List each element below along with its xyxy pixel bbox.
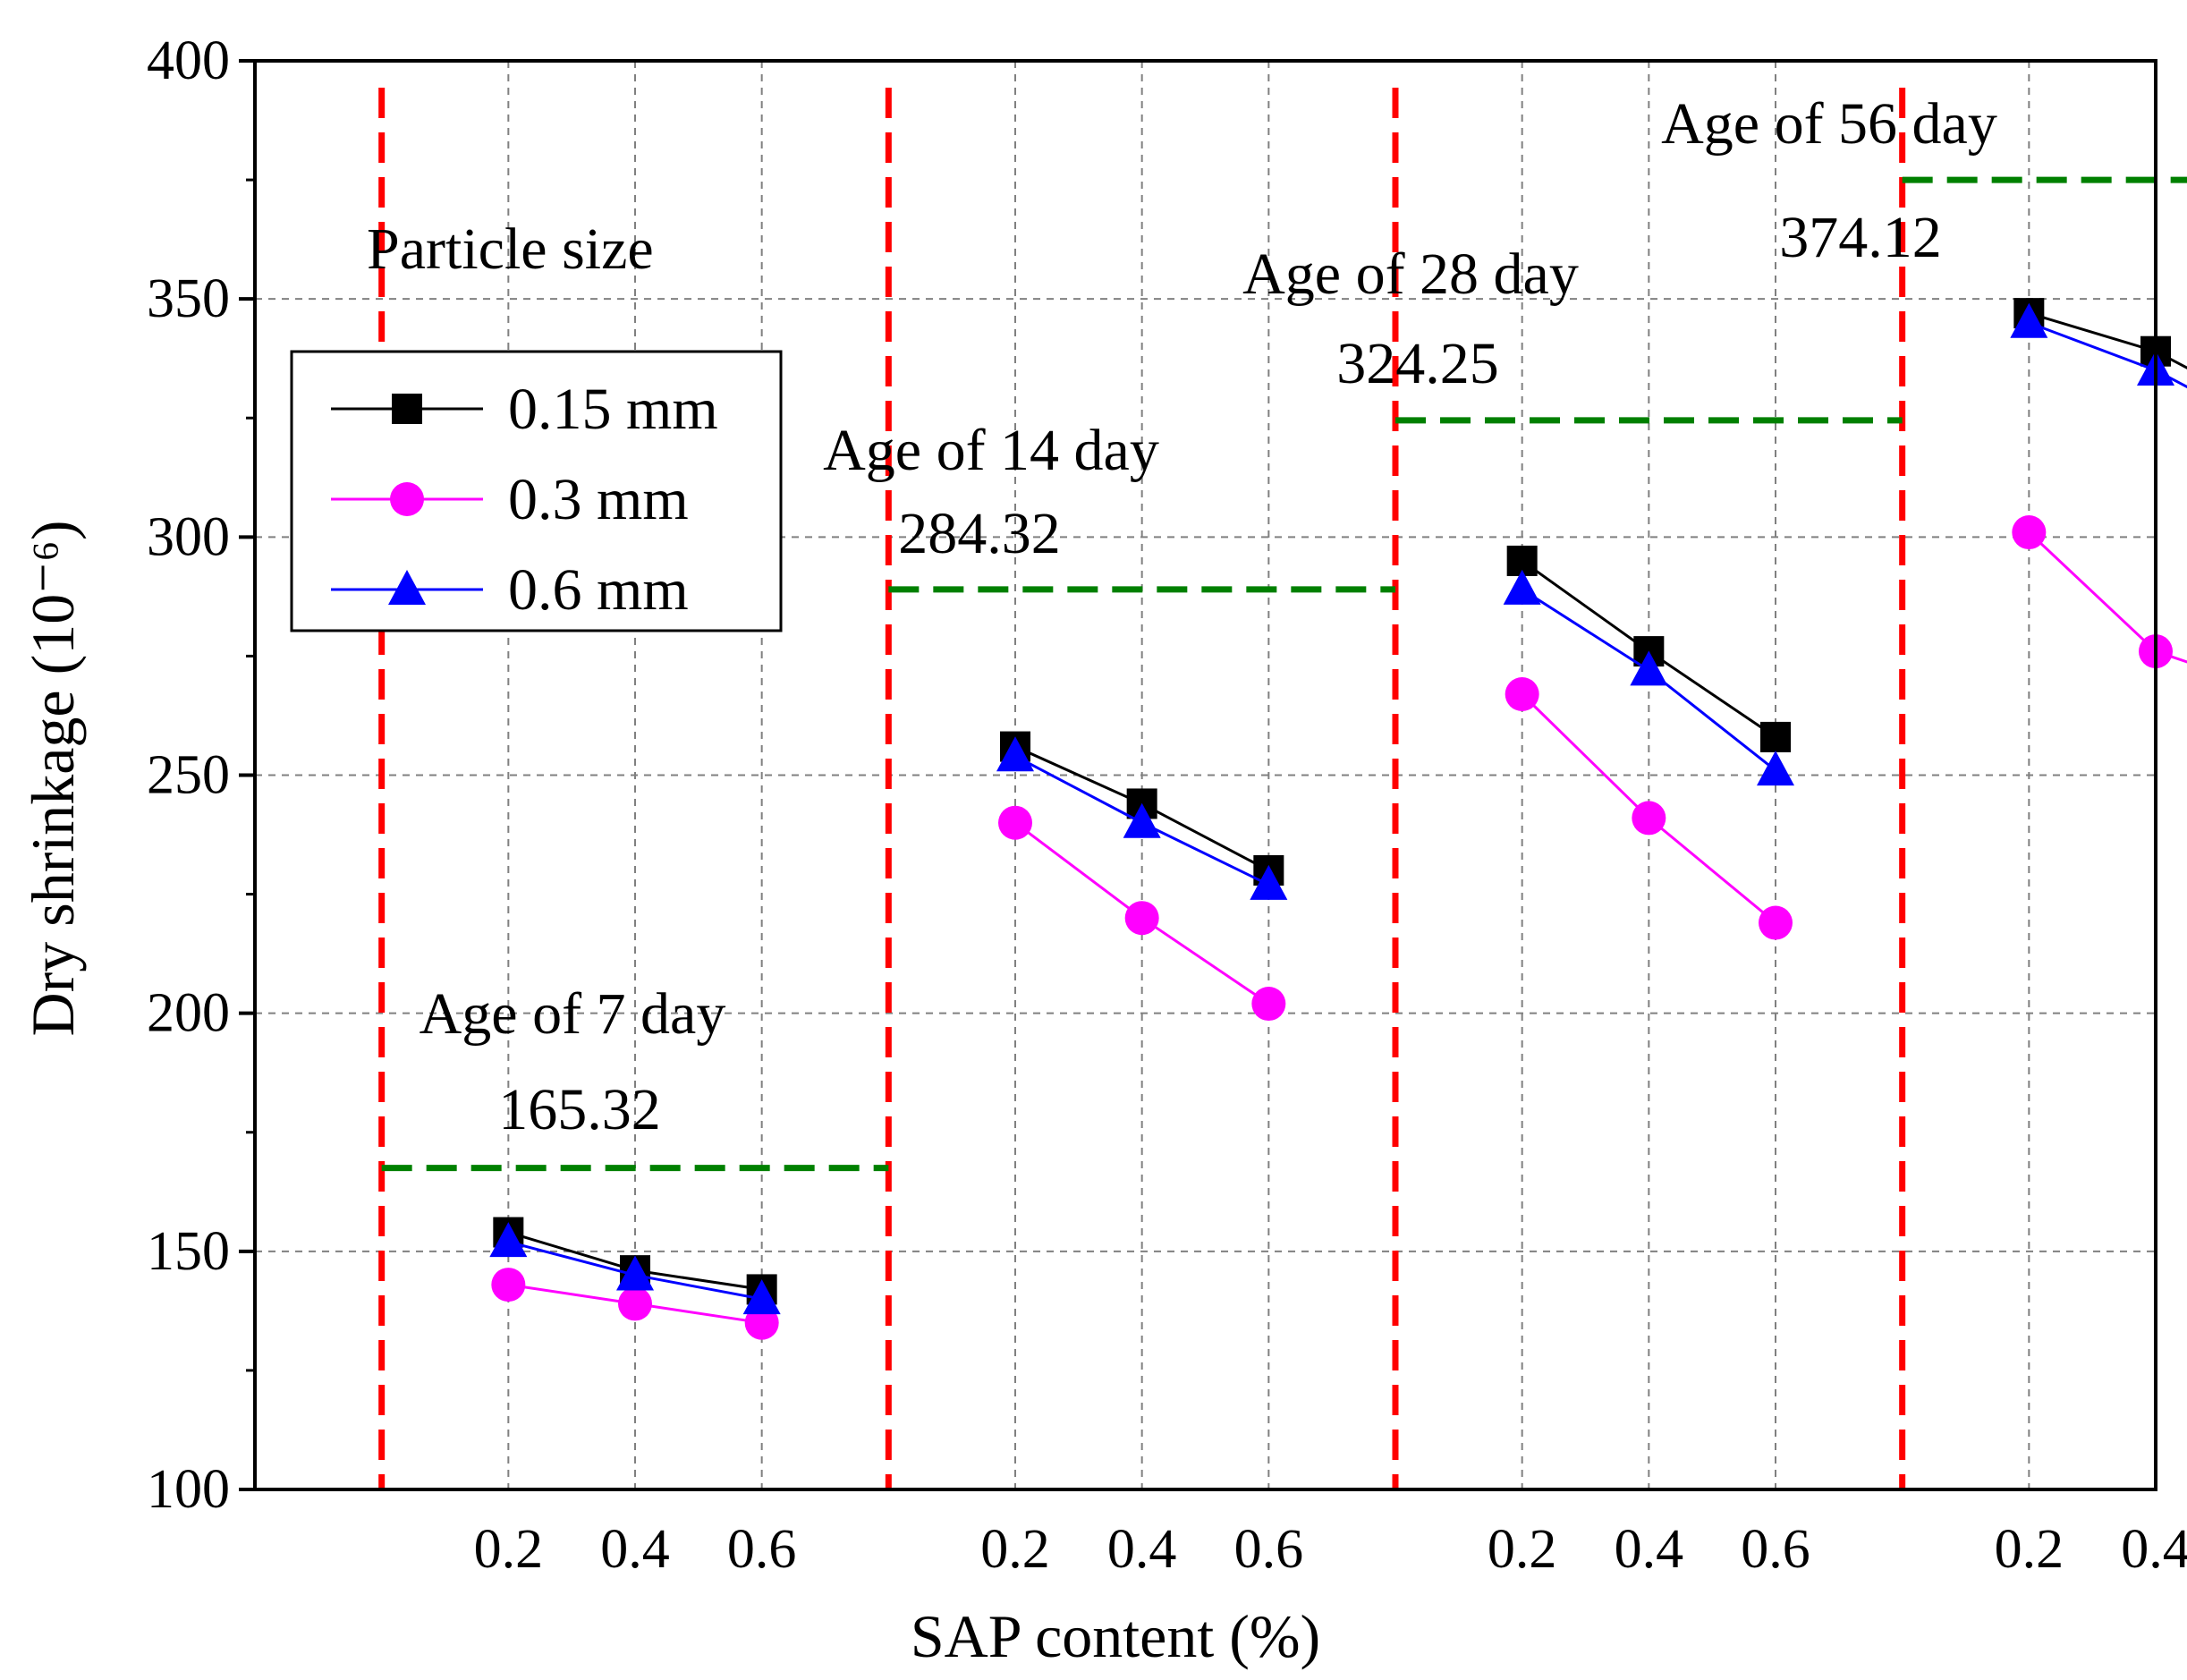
series-0.6-mm [489, 302, 2187, 1315]
marker-square [392, 394, 422, 424]
marker-triangle [388, 570, 426, 605]
marker-triangle [489, 1222, 528, 1258]
legend-label: 0.6 mm [508, 557, 689, 623]
marker-circle [2012, 515, 2047, 550]
x-tick-label: 0.2 [474, 1519, 544, 1580]
marker-triangle [1503, 569, 1541, 605]
y-tick-label: 350 [147, 268, 230, 329]
legend-item: 0.6 mm [331, 557, 689, 623]
series [489, 298, 2187, 1340]
x-tick-label: 0.2 [1488, 1519, 1557, 1580]
y-tick-label: 200 [147, 983, 230, 1044]
axes: 100 150 200 250 300 350 400 0.2 0.4 0.6 0.2 0.4 0.6 0… [147, 30, 2187, 1580]
marker-circle [390, 482, 424, 516]
marker-triangle [1757, 751, 1794, 786]
marker-circle [618, 1286, 652, 1321]
series-0.3-mm [491, 515, 2187, 1340]
group-label: Age of 7 day [420, 981, 726, 1047]
marker-circle [744, 1305, 779, 1340]
marker-circle [1124, 901, 1159, 936]
marker-circle [1759, 905, 1793, 940]
y-tick-label: 250 [147, 745, 230, 806]
grid [255, 61, 2157, 1489]
legend-label: 0.15 mm [508, 377, 718, 442]
x-axis-title: SAP content (%) [911, 1602, 1320, 1670]
marker-triangle [2010, 302, 2048, 338]
reference-value-label: 324.25 [1336, 331, 1499, 396]
y-tick-label: 150 [147, 1221, 230, 1282]
marker-circle [1632, 801, 1666, 836]
reference-value-label: 284.32 [898, 501, 1061, 566]
x-tick-label: 0.2 [1995, 1519, 2064, 1580]
marker-triangle [1123, 802, 1161, 838]
x-tick-label: 0.4 [1615, 1519, 1684, 1580]
x-tick-label: 0.6 [1234, 1519, 1304, 1580]
marker-circle [1505, 677, 1539, 712]
y-tick-label: 400 [147, 30, 230, 91]
x-tick-label: 0.4 [1107, 1519, 1177, 1580]
marker-triangle [1250, 864, 1288, 900]
marker-circle [998, 805, 1032, 840]
reference-value-label: 374.12 [1779, 205, 1942, 270]
marker-triangle [1630, 650, 1668, 686]
x-tick-label: 0.4 [2121, 1519, 2187, 1580]
reference-value-label: 165.32 [498, 1077, 661, 1142]
legend-item: 0.3 mm [331, 467, 689, 532]
group-label: Age of 14 day [823, 418, 1159, 483]
y-axis-title: Dry shrinkage (10⁻⁶) [19, 520, 87, 1036]
annotations: Age of 7 day 165.32 Age of 14 day 284.32 Age… [420, 91, 1997, 1142]
legend-title: Particle size [367, 216, 654, 282]
x-tick-label: 0.2 [980, 1519, 1050, 1580]
marker-square [1760, 721, 1791, 752]
x-tick-label: 0.4 [600, 1519, 670, 1580]
group-dividers [378, 88, 1906, 1489]
group-label: Age of 56 day [1661, 91, 1997, 157]
marker-circle [1251, 987, 1286, 1022]
legend-box [290, 350, 783, 632]
marker-circle [491, 1268, 526, 1302]
legend-item: 0.15 mm [331, 377, 718, 442]
legend: Particle size 0.15 mm 0.3 mm 0.6 mm [290, 216, 783, 632]
x-tick-label: 0.6 [727, 1519, 797, 1580]
group-label: Age of 28 day [1242, 242, 1579, 307]
marker-triangle [616, 1255, 654, 1291]
x-tick-label: 0.6 [1741, 1519, 1810, 1580]
y-tick-label: 100 [147, 1459, 230, 1520]
marker-triangle [996, 736, 1034, 772]
marker-triangle [742, 1279, 781, 1315]
legend-label: 0.3 mm [508, 467, 689, 532]
y-tick-label: 300 [147, 506, 230, 567]
